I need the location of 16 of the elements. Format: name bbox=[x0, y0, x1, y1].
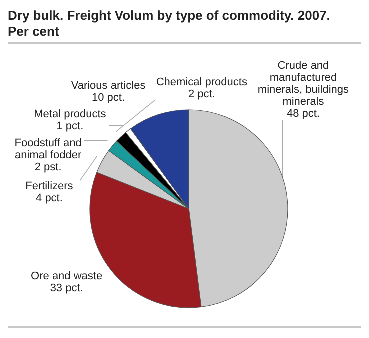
slice-label: Fertilizers bbox=[26, 180, 74, 193]
slice-label: Various articles bbox=[71, 80, 146, 92]
chart-subtitle: Per cent bbox=[8, 24, 60, 40]
slice-label: Ore and waste bbox=[31, 270, 103, 282]
data-label: 2 pct. bbox=[188, 88, 216, 100]
data-label: 1 pct. bbox=[56, 120, 84, 133]
chart-title: Dry bulk. Freight Volum by type of commodity. 2007. bbox=[8, 8, 332, 24]
slice-label: Crude and manufactured minerals, buildings minerals bbox=[258, 60, 350, 108]
slice-label: Chemical products bbox=[156, 76, 248, 88]
data-label: 33 pct. bbox=[50, 282, 84, 294]
data-label: 48 pct. bbox=[286, 108, 320, 120]
data-label: 4 pct. bbox=[36, 192, 63, 205]
slice-label: Foodstuff and animal fodder bbox=[14, 138, 82, 162]
data-label: 2 pst. bbox=[34, 162, 62, 174]
data-label: 10 pct. bbox=[92, 92, 126, 104]
slice-label: Metal products bbox=[34, 108, 107, 121]
